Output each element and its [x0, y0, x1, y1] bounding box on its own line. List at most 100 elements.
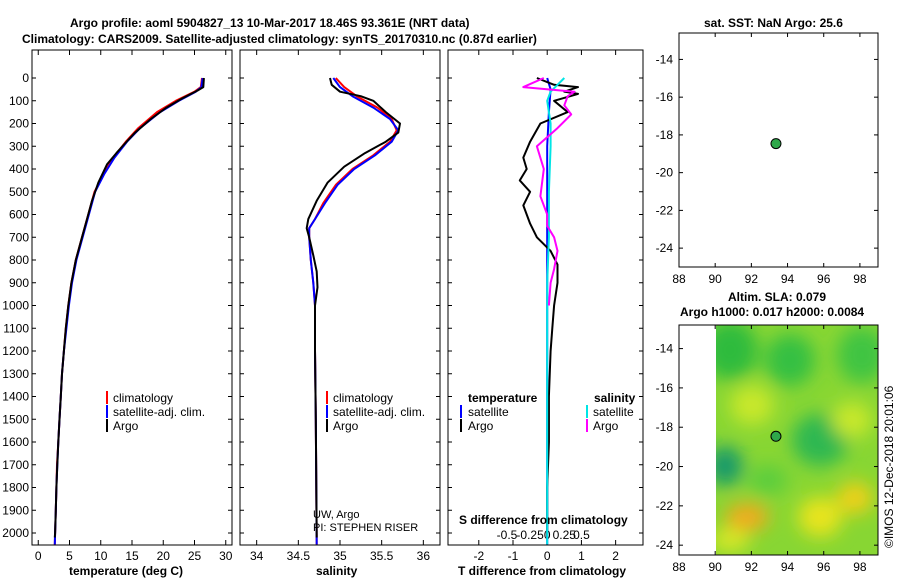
depth-tick-label: 600: [9, 208, 29, 222]
series-satellite-adj-clim-: [308, 77, 400, 545]
legend-climatology: climatology: [113, 391, 173, 405]
depth-tick-label: 1900: [2, 503, 29, 517]
map-x-tick-label: 90: [709, 272, 723, 286]
map-y-tick-label: -20: [656, 460, 674, 474]
legend-t-argo: Argo: [468, 419, 494, 433]
x-tick-label: 2: [612, 549, 619, 563]
map-x-tick-label: 90: [709, 560, 723, 574]
series-argo: [305, 77, 401, 538]
depth-tick-label: 1400: [2, 390, 29, 404]
argo-location-marker: [770, 430, 782, 442]
map-y-tick-label: -14: [656, 342, 674, 356]
x-tick-label: 15: [125, 549, 139, 563]
series-s-argo: [522, 77, 576, 306]
map-y-tick-label: -22: [656, 203, 674, 217]
x-tick-label: 30: [219, 549, 233, 563]
series-satellite-adj-clim-: [53, 77, 204, 545]
legend-argo: Argo: [113, 419, 139, 433]
depth-tick-label: 1700: [2, 458, 29, 472]
s-difference-label: S difference from climatology: [459, 513, 628, 527]
s-tick-label: 0.5: [573, 528, 590, 542]
s-tick-label: -0.5: [497, 528, 518, 542]
depth-tick-label: 200: [9, 117, 29, 131]
sla-map-title: Altim. SLA: 0.079: [728, 290, 826, 304]
sla-map-frame: [678, 324, 879, 556]
map-x-tick-label: 88: [672, 560, 686, 574]
salinity-panel: 34 34.5 35 35.5 36 salinity climatology sate…: [239, 49, 441, 578]
x-tick-label: 34: [250, 549, 264, 563]
difference-panel: -2 -1 0 1 2-0.5 -0.25 0 0.250.5 T difference fr…: [447, 49, 644, 578]
legend-temperature-title: temperature: [468, 391, 538, 405]
temperature-legend: climatology satellite-adj. clim. Argo: [106, 391, 205, 433]
sst-map-frame: [678, 32, 879, 268]
map-y-tick-label: -24: [656, 241, 674, 255]
x-tick-label: 34.5: [287, 549, 311, 563]
map-y-tick-label: -20: [656, 166, 674, 180]
depth-tick-label: 1600: [2, 435, 29, 449]
x-tick-label: 35.5: [370, 549, 394, 563]
depth-tick-label: 1300: [2, 367, 29, 381]
legend-satellite: satellite-adj. clim.: [333, 405, 425, 419]
depth-tick-label: 500: [9, 185, 29, 199]
legend-t-satellite: satellite: [468, 405, 509, 419]
map-y-tick-label: -24: [656, 538, 674, 552]
title-line2: Climatology: CARS2009. Satellite-adjuste…: [22, 32, 537, 46]
depth-tick-label: 1200: [2, 344, 29, 358]
series-t-argo: [518, 77, 579, 538]
depth-tick-label: 2000: [2, 526, 29, 540]
temperature-frame: [31, 49, 233, 546]
x-tick-label: 0: [35, 549, 42, 563]
sst-map-panel: sat. SST: NaN Argo: 25.6 88 90 92 94 96 98 -14…: [656, 16, 879, 286]
title-line1: Argo profile: aoml 5904827_13 10-Mar-201…: [70, 16, 470, 30]
map-y-tick-label: -14: [656, 52, 674, 66]
x-tick-label: 35: [333, 549, 347, 563]
depth-tick-label: 1100: [3, 321, 29, 335]
x-tick-label: 25: [188, 549, 202, 563]
x-tick-label: 1: [578, 549, 585, 563]
x-tick-label: 10: [94, 549, 108, 563]
depth-tick-label: 700: [9, 230, 29, 244]
map-x-tick-label: 92: [745, 560, 759, 574]
legend-satellite: satellite-adj. clim.: [113, 405, 205, 419]
map-x-tick-label: 98: [853, 560, 867, 574]
map-x-tick-label: 96: [817, 560, 831, 574]
sla-map-subtitle: Argo h1000: 0.017 h2000: 0.0084: [680, 305, 864, 319]
difference-legend: temperature salinity satellite Argo sate…: [460, 391, 636, 433]
map-x-tick-label: 94: [781, 560, 795, 574]
sst-map-title: sat. SST: NaN Argo: 25.6: [704, 16, 843, 30]
series-argo: [53, 77, 205, 538]
depth-tick-label: 800: [9, 253, 29, 267]
legend-s-argo: Argo: [593, 419, 619, 433]
sla-heatmap: [716, 325, 878, 555]
depth-tick-label: 1500: [2, 412, 29, 426]
x-tick-label: 0: [544, 549, 551, 563]
s-tick-label: 0.25: [553, 528, 577, 542]
legend-s-satellite: satellite: [593, 405, 634, 419]
x-tick-label: 5: [66, 549, 73, 563]
depth-tick-label: 400: [9, 162, 29, 176]
series-climatology: [53, 77, 203, 545]
sla-map-panel: Altim. SLA: 0.079 Argo h1000: 0.017 h200…: [656, 290, 879, 574]
map-y-tick-label: -18: [656, 128, 674, 142]
depth-tick-label: 300: [9, 139, 29, 153]
map-x-tick-label: 94: [781, 272, 795, 286]
copyright-stamp: ©IMOS 12-Dec-2018 20:01:06: [882, 385, 896, 548]
x-tick-label: -2: [473, 549, 484, 563]
map-y-tick-label: -16: [656, 381, 674, 395]
x-tick-label: 20: [157, 549, 171, 563]
salinity-legend: climatology satellite-adj. clim. Argo: [326, 391, 425, 433]
depth-tick-label: 1000: [2, 299, 29, 313]
map-x-tick-label: 96: [817, 272, 831, 286]
legend-argo: Argo: [333, 419, 359, 433]
series-s-satellite: [546, 77, 566, 545]
x-tick-label: -1: [508, 549, 519, 563]
map-y-tick-label: -22: [656, 499, 674, 513]
depth-tick-label: 1800: [2, 481, 29, 495]
temperature-panel: 0100200300400500600700800900100011001200…: [2, 49, 233, 578]
depth-tick-label: 900: [9, 276, 29, 290]
annotation-institution: UW, Argo: [313, 509, 359, 521]
s-tick-label: -0.25: [516, 528, 544, 542]
argo-location-marker: [770, 138, 782, 150]
x-tick-label: 36: [417, 549, 431, 563]
